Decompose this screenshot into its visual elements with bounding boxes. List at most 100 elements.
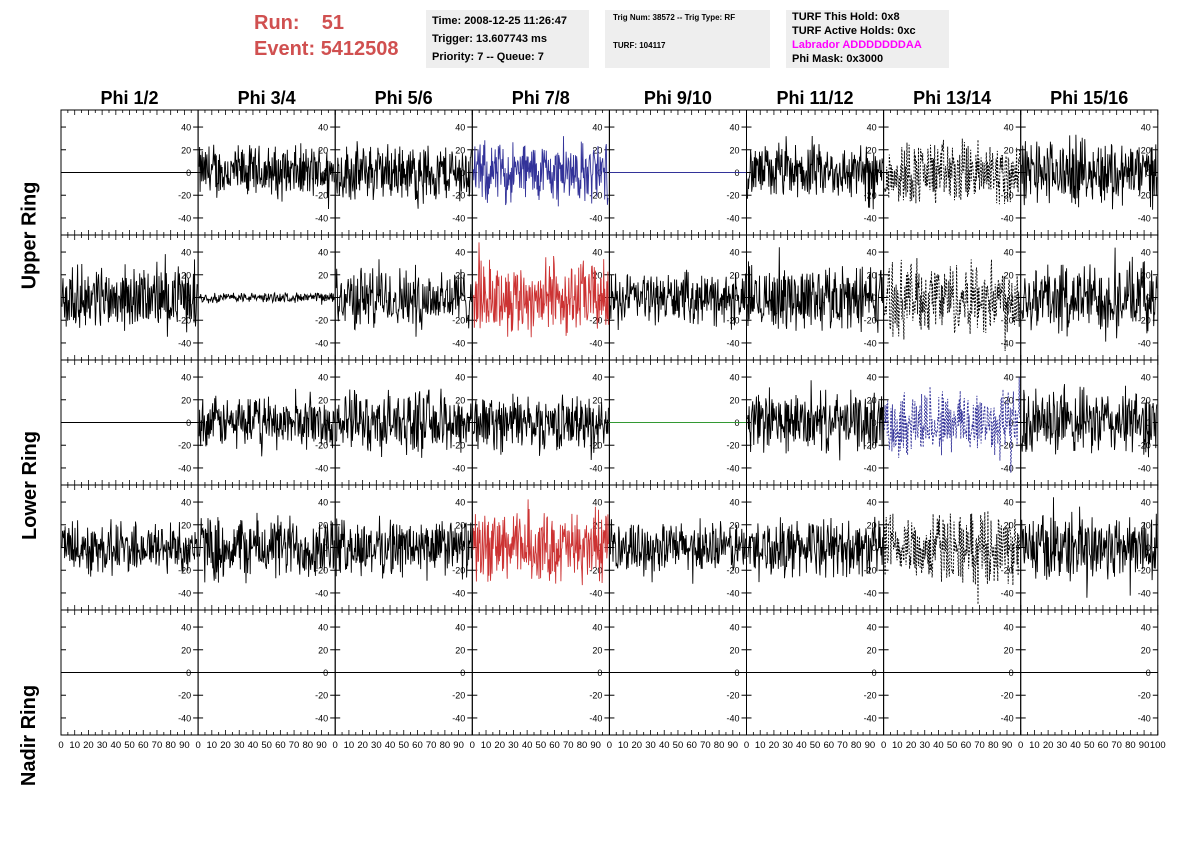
x-tick-label: 50 [398,740,409,751]
y-tick-label: -40 [589,213,602,223]
waveform-trace [198,512,335,584]
y-tick-label: 40 [592,373,602,383]
y-tick-label: -40 [726,463,739,473]
y-tick-label: 0 [1146,418,1151,428]
y-tick-label: 20 [181,395,191,405]
y-tick-label: 20 [181,645,191,655]
priority-text: Priority: 7 -- Queue: 7 [432,51,544,63]
y-tick-label: -20 [178,441,191,451]
x-tick-label: 90 [453,740,464,751]
y-tick-label: -40 [1138,588,1151,598]
y-tick-label: -40 [452,713,465,723]
x-tick-label: 30 [371,740,382,751]
y-tick-label: 0 [460,168,465,178]
x-tick-label: 90 [590,740,601,751]
y-tick-label: 0 [872,293,877,303]
x-tick-label: 0 [1018,740,1023,751]
y-tick-label: -20 [315,566,328,576]
waveform-trace [609,518,746,584]
waveform-trace [609,269,746,331]
x-tick-label: 50 [673,740,684,751]
column-header-6: Phi 11/12 [776,88,854,108]
waveform-trace [884,258,1021,352]
x-tick-label: 70 [700,740,711,751]
y-tick-label: -20 [1138,191,1151,201]
y-tick-label: -20 [864,316,877,326]
x-tick-label: 60 [549,740,560,751]
y-tick-label: -40 [589,588,602,598]
y-tick-label: -40 [1138,338,1151,348]
y-tick-label: 0 [597,543,602,553]
x-tick-label: 70 [426,740,437,751]
x-tick-label: 60 [823,740,834,751]
y-tick-label: 20 [729,520,739,530]
waveform-trace [884,510,1021,605]
x-tick-label: 40 [796,740,807,751]
run-value: 51 [321,12,345,34]
y-tick-label: 20 [181,270,191,280]
y-tick-label: -20 [726,316,739,326]
x-tick-label: 60 [686,740,697,751]
column-header-2: Phi 3/4 [237,88,296,108]
y-tick-label: 20 [1141,645,1151,655]
waveform-trace [747,516,884,583]
y-tick-label: -40 [1138,713,1151,723]
y-tick-label: -40 [864,463,877,473]
y-tick-label: -40 [178,338,191,348]
waveform-trace [61,519,198,577]
waveform-trace [747,380,884,461]
y-tick-label: 40 [592,248,602,258]
labrador-text: Labrador ADDDDDDDAA [792,39,922,51]
y-tick-label: 20 [318,520,328,530]
event-label: Event: [254,38,316,60]
turf-text: TURF: 104117 [613,41,666,50]
turf-hold-text: TURF This Hold: 0x8 [792,11,900,23]
trig-num-text: Trig Num: 38572 -- Trig Type: RF [613,13,736,22]
y-tick-label: 40 [1141,248,1151,258]
x-tick-label: 30 [508,740,519,751]
x-tick-label: 70 [1111,740,1122,751]
y-tick-label: -40 [315,463,328,473]
x-tick-label: 40 [385,740,396,751]
y-tick-label: -40 [178,213,191,223]
x-tick-label: 90 [316,740,327,751]
y-tick-label: -40 [589,463,602,473]
y-tick-label: 40 [729,623,739,633]
x-tick-label: 40 [248,740,259,751]
x-tick-label: 40 [659,740,670,751]
y-tick-label: 40 [1004,498,1014,508]
waveform-trace [198,143,335,210]
y-tick-label: -20 [315,316,328,326]
y-tick-label: -20 [315,441,328,451]
y-tick-label: -40 [1138,213,1151,223]
x-tick-label: 10 [618,740,629,751]
y-tick-label: 20 [867,520,877,530]
x-tick-label: 40 [522,740,533,751]
x-tick-label: 50 [947,740,958,751]
column-header-5: Phi 9/10 [643,88,712,108]
y-tick-label: -20 [452,316,465,326]
y-tick-label: 40 [592,123,602,133]
event-value: 5412508 [320,38,399,60]
y-tick-label: 20 [318,145,328,155]
y-tick-label: -20 [452,691,465,701]
y-tick-label: -20 [589,441,602,451]
y-tick-label: -40 [452,338,465,348]
x-tick-label: 80 [165,740,176,751]
y-tick-label: 40 [867,248,877,258]
y-tick-label: 40 [1141,623,1151,633]
x-tick-label: 50 [810,740,821,751]
time-info-box: Time: 2008-12-25 11:26:47 Trigger: 13.60… [426,10,589,68]
x-tick-label: 0 [881,740,886,751]
x-tick-label: 30 [1057,740,1068,751]
y-tick-label: 20 [455,395,465,405]
y-tick-label: 20 [455,270,465,280]
x-tick-label: 90 [865,740,876,751]
y-tick-label: -40 [452,213,465,223]
y-tick-label: 20 [1004,270,1014,280]
x-tick-label: 20 [220,740,231,751]
column-header-3: Phi 5/6 [374,88,433,108]
y-tick-label: -40 [1138,463,1151,473]
x-tick-label: 50 [124,740,135,751]
y-tick-label: 0 [1146,168,1151,178]
